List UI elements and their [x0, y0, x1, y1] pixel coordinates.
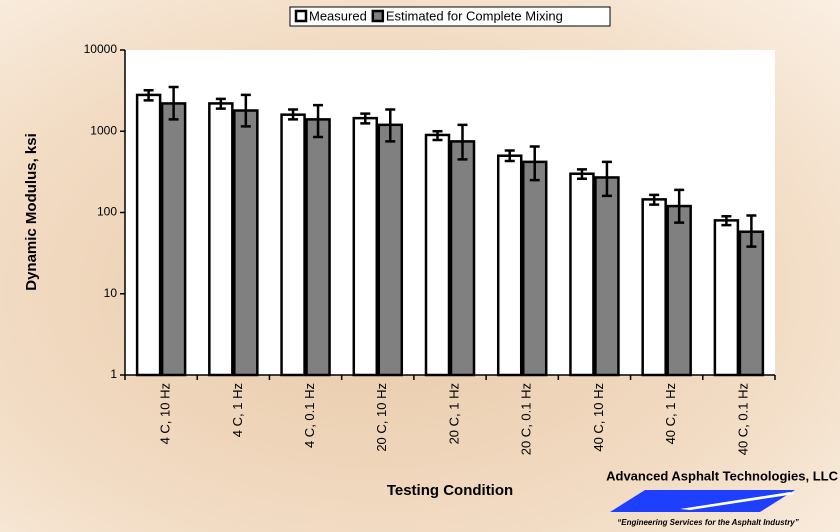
bar [234, 111, 257, 375]
x-tick-label: 4 C, 10 Hz [158, 383, 173, 444]
y-tick-label: 100 [97, 205, 117, 219]
x-tick-label: 40 C, 1 Hz [663, 383, 678, 444]
bar [451, 141, 474, 375]
legend-swatch [296, 11, 306, 21]
x-tick-label: 20 C, 1 Hz [446, 383, 461, 444]
x-axis-label: Testing Condition [387, 482, 513, 499]
x-tick-label: 4 C, 1 Hz [230, 383, 245, 437]
bar [740, 232, 763, 375]
bar [379, 125, 402, 375]
bar [643, 199, 666, 375]
bar [307, 119, 330, 375]
bar [715, 220, 738, 375]
bar [282, 115, 305, 375]
y-tick-label: 10000 [84, 42, 118, 56]
bar [209, 103, 232, 375]
bar [426, 135, 449, 375]
bar [137, 95, 160, 375]
legend-label: Estimated for Complete Mixing [386, 8, 563, 23]
x-tick-label: 20 C, 10 Hz [374, 383, 389, 452]
y-tick-label: 1 [110, 367, 117, 381]
slogan: “Engineering Services for the Asphalt In… [617, 518, 799, 527]
bar [595, 177, 618, 375]
legend: Measured Estimated for Complete Mixing [290, 7, 610, 26]
bar [162, 103, 185, 375]
company-name: Advanced Asphalt Technologies, LLC [606, 468, 838, 483]
bar [570, 174, 593, 375]
legend-swatch [373, 11, 383, 21]
bar [668, 206, 691, 375]
x-tick-label: 40 C, 0.1 Hz [735, 383, 750, 455]
x-tick-label: 20 C, 0.1 Hz [519, 383, 534, 455]
x-tick-label: 4 C, 0.1 Hz [302, 383, 317, 448]
legend-label: Measured [309, 8, 367, 23]
bar [354, 118, 377, 375]
y-axis-label: Dynamic Modulus, ksi [23, 133, 40, 291]
bar [498, 156, 521, 375]
y-tick-label: 10 [104, 286, 118, 300]
bar [523, 162, 546, 375]
chart: Measured Estimated for Complete Mixing Dy… [0, 0, 840, 532]
x-tick-label: 40 C, 10 Hz [591, 383, 606, 452]
y-tick-label: 1000 [90, 123, 117, 137]
